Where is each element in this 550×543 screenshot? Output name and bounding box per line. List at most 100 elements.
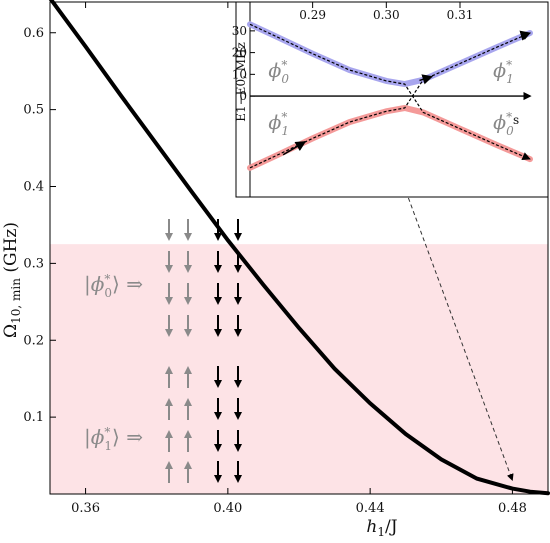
spin-down-arrow <box>214 315 222 337</box>
inset-x-tick-label: 0.29 <box>299 8 326 22</box>
inset-y-tick-label: 20 <box>232 46 247 60</box>
spin-head <box>234 444 242 452</box>
x-tick-label: 0.40 <box>213 501 242 516</box>
spin-head <box>214 380 222 388</box>
inset-y-tick-label: 0 <box>239 89 247 103</box>
spin-down-arrow <box>214 219 222 241</box>
inset-state-label: ϕ* 1 <box>268 110 289 138</box>
y-tick-label: 0.6 <box>23 26 44 41</box>
spin-head <box>234 412 242 420</box>
spin-head <box>165 329 173 337</box>
spin-down-arrow <box>234 219 242 241</box>
main-y-ticks: 0.1 0.2 0.3 0.4 0.5 0.6 <box>23 26 56 425</box>
spin-down-arrow <box>165 283 173 305</box>
inset-background <box>235 1 549 198</box>
spin-head <box>214 444 222 452</box>
spin-up-arrow <box>184 366 192 388</box>
spin-head <box>184 233 192 241</box>
spin-head <box>165 297 173 305</box>
ket-labels: |ϕ* 0⟩ ⇒ |ϕ* 1⟩ ⇒ <box>84 272 143 453</box>
inset-flow-arrow <box>282 141 307 156</box>
spin-up-arrow <box>184 430 192 452</box>
spin-head <box>214 475 222 483</box>
spin-head <box>184 430 192 438</box>
spin-head <box>184 366 192 374</box>
y-tick-label: 0.2 <box>23 333 44 348</box>
spin-head <box>184 461 192 469</box>
main-y-axis-title: Ω10, min (GHz) <box>1 222 23 338</box>
inset-diabatic-path <box>249 32 531 169</box>
inset-x-tick-label: 0.30 <box>373 8 400 22</box>
spin-head <box>184 265 192 273</box>
inset-y-tick-label: 30 <box>232 24 247 38</box>
spin-head <box>214 233 222 241</box>
inset-x-axis-title: s <box>513 113 519 127</box>
y-tick-label: 0.5 <box>23 103 44 118</box>
spin-down-arrow <box>234 251 242 273</box>
spin-down-arrow <box>234 461 242 483</box>
spin-down-arrow <box>165 219 173 241</box>
spin-arrays <box>165 219 242 483</box>
spin-head <box>184 329 192 337</box>
inset-curves <box>247 21 533 171</box>
spin-down-arrow <box>234 398 242 420</box>
spin-down-arrow <box>184 283 192 305</box>
spin-down-arrow <box>214 398 222 420</box>
spin-down-arrow <box>165 315 173 337</box>
inset-flow-arrow <box>419 74 434 85</box>
inset-x-tick-label: 0.31 <box>447 8 474 22</box>
spin-head <box>214 329 222 337</box>
spin-head <box>165 430 173 438</box>
spin-down-arrow <box>234 430 242 452</box>
spin-down-arrow <box>234 283 242 305</box>
spin-up-arrow <box>165 398 173 420</box>
spin-head <box>214 412 222 420</box>
spin-up-arrow <box>184 461 192 483</box>
spin-down-arrow <box>165 251 173 273</box>
inset-state-label: ϕ* 0 <box>493 110 514 138</box>
spin-down-arrow <box>184 251 192 273</box>
inset-diabatic-path <box>249 23 531 161</box>
spin-up-arrow <box>184 398 192 420</box>
spin-head <box>234 475 242 483</box>
spin-head <box>165 233 173 241</box>
shaded-band <box>50 244 548 494</box>
main-x-ticks: 0.36 0.40 0.44 0.48 <box>71 2 527 516</box>
spin-head <box>234 233 242 241</box>
ket-phi1: |ϕ* 1⟩ ⇒ <box>84 425 143 453</box>
spin-down-arrow <box>234 366 242 388</box>
inset-flow-arrow <box>519 30 532 41</box>
inset-plot: 0.29 0.30 0.31 0 10 20 30 ϕ* 0 ϕ* 1 ϕ* 1 ϕ* 0 E1−E0, … <box>232 1 549 198</box>
inset-y-tick-label: 10 <box>232 67 247 81</box>
spin-head <box>234 265 242 273</box>
spin-head <box>234 329 242 337</box>
x-tick-label: 0.44 <box>356 501 385 516</box>
spin-head <box>184 398 192 406</box>
spin-head <box>165 461 173 469</box>
spin-head <box>165 398 173 406</box>
y-tick-label: 0.3 <box>23 256 44 271</box>
spin-head <box>234 380 242 388</box>
inset-state-label: ϕ* 1 <box>493 58 514 86</box>
spin-down-arrow <box>184 219 192 241</box>
spin-head <box>214 265 222 273</box>
x-tick-label: 0.36 <box>71 501 100 516</box>
spin-head <box>214 297 222 305</box>
spin-up-arrow <box>165 430 173 452</box>
spin-down-arrow <box>214 461 222 483</box>
inset-pointer-arrow <box>407 197 514 481</box>
inset-y-axis-title: E1−E0, MHz <box>234 42 248 122</box>
spin-up-arrow <box>165 366 173 388</box>
spin-down-arrow <box>214 366 222 388</box>
inset-state-label: ϕ* 0 <box>268 58 289 86</box>
spin-up-arrow <box>165 461 173 483</box>
spin-head <box>165 366 173 374</box>
spin-head <box>184 297 192 305</box>
spin-down-arrow <box>214 251 222 273</box>
spin-head <box>165 265 173 273</box>
spin-down-arrow <box>234 315 242 337</box>
inset-state-labels: ϕ* 0 ϕ* 1 ϕ* 1 ϕ* 0 <box>268 58 514 138</box>
spin-down-arrow <box>214 430 222 452</box>
main-x-axis-title: h1/J <box>366 517 397 539</box>
